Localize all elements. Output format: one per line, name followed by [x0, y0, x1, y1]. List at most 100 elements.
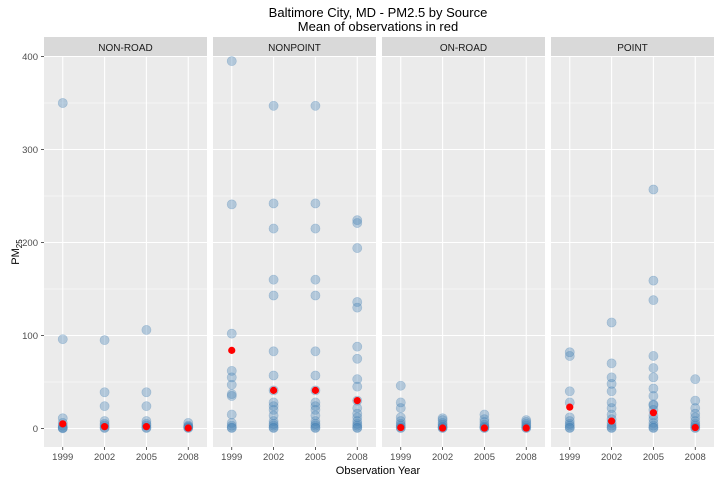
mean-point-on-road-2008: [522, 424, 530, 432]
mean-point-non-road-1999: [59, 420, 67, 428]
observation-point: [648, 391, 659, 401]
observation-point: [648, 399, 659, 410]
observation-point: [606, 386, 617, 397]
observation-point: [395, 403, 406, 413]
observation-point: [352, 422, 363, 433]
x-tick-label-2008: 2008: [347, 452, 368, 463]
strip-label-non-road: NON-ROAD: [98, 43, 152, 54]
strip-non-road: [44, 37, 207, 57]
strip-on-road: [382, 37, 545, 57]
observation-point: [564, 347, 575, 358]
observation-point: [606, 397, 617, 408]
observation-point: [606, 403, 617, 413]
mean-point-non-road-2005: [142, 423, 151, 431]
observation-point: [648, 422, 659, 433]
observation-point: [268, 290, 279, 301]
x-tick-label-2002: 2002: [432, 452, 453, 463]
observation-point: [690, 408, 701, 419]
mean-point-on-road-1999: [397, 423, 405, 432]
observation-point: [268, 418, 279, 429]
observation-point: [352, 243, 363, 253]
observation-point: [352, 381, 363, 392]
observation-point: [310, 370, 321, 381]
observation-point: [226, 422, 237, 433]
observation-point: [268, 100, 279, 111]
observation-point: [268, 423, 279, 433]
x-tick-label-1999: 1999: [52, 452, 73, 463]
x-tick-label-2008: 2008: [685, 452, 706, 463]
observation-point: [564, 422, 575, 433]
mean-point-nonpoint-2005: [311, 386, 320, 394]
y-tick-label-200: 200: [22, 238, 38, 249]
observation-point: [226, 379, 237, 390]
observation-point: [141, 401, 152, 412]
observation-point: [564, 420, 575, 431]
observation-point: [226, 423, 237, 433]
y-tick-label-0: 0: [33, 424, 38, 435]
strip-nonpoint: [213, 37, 376, 57]
observation-point: [352, 420, 363, 431]
mean-point-point-2002: [607, 417, 616, 425]
x-tick-label-2002: 2002: [601, 452, 622, 463]
mean-point-non-road-2008: [184, 424, 192, 432]
observation-point: [352, 302, 363, 313]
observation-point: [352, 416, 363, 426]
panel-on-road: ON-ROAD 1999 2002 2005 2008: [382, 37, 545, 463]
x-tick-label-2005: 2005: [305, 452, 326, 463]
observation-point: [648, 383, 659, 394]
observation-point: [141, 325, 152, 335]
observation-point: [310, 423, 321, 433]
x-tick-label-1999: 1999: [221, 452, 242, 463]
observation-point: [268, 223, 279, 234]
observation-point: [268, 420, 279, 431]
strip-label-point: POINT: [617, 43, 648, 54]
observation-point: [226, 418, 237, 428]
observation-point: [479, 409, 490, 420]
observation-point: [690, 395, 701, 406]
x-tick-label-2008: 2008: [516, 452, 537, 463]
observation-point: [352, 341, 363, 352]
observation-point: [310, 422, 321, 433]
mean-point-on-road-2002: [438, 424, 447, 432]
observation-point: [57, 98, 68, 108]
y-axis-title-main: PM: [10, 248, 22, 265]
observation-point: [395, 380, 406, 391]
observation-point: [226, 328, 237, 339]
y-tick-label-400: 400: [22, 52, 38, 63]
observation-point: [310, 401, 321, 412]
y-axis: 0 100 200 300 400: [22, 52, 44, 435]
observation-point: [352, 423, 363, 433]
observation-point: [226, 56, 237, 67]
observation-point: [57, 334, 68, 345]
observation-point: [310, 418, 321, 429]
mean-point-nonpoint-2002: [269, 386, 278, 394]
observation-point: [310, 416, 321, 426]
y-tick-label-300: 300: [22, 145, 38, 156]
chart-title: Baltimore City, MD - PM2.5 by Source: [269, 5, 488, 20]
observation-point: [268, 404, 279, 415]
observation-point: [310, 198, 321, 209]
observation-point: [226, 391, 237, 401]
observation-point: [690, 403, 701, 413]
observation-point: [564, 351, 575, 361]
observation-point: [268, 370, 279, 381]
mean-point-nonpoint-2008: [353, 397, 361, 405]
facet-panels: NON-ROAD 1999 2002 2005 2008 NONPOINT 1999 2002…: [44, 37, 714, 463]
observation-point: [310, 420, 321, 431]
observation-point: [352, 374, 363, 385]
observation-point: [352, 412, 363, 423]
observation-point: [648, 351, 659, 361]
observation-point: [648, 418, 659, 428]
observation-point: [268, 198, 279, 209]
panel-background-point: [551, 57, 714, 447]
observation-point: [310, 397, 321, 408]
observation-point: [99, 387, 110, 398]
observation-point: [310, 274, 321, 285]
observation-point: [564, 418, 575, 429]
observation-point: [268, 397, 279, 408]
observation-point: [352, 215, 363, 226]
observation-point: [352, 418, 363, 429]
observation-point: [648, 275, 659, 286]
observation-point: [310, 410, 321, 421]
